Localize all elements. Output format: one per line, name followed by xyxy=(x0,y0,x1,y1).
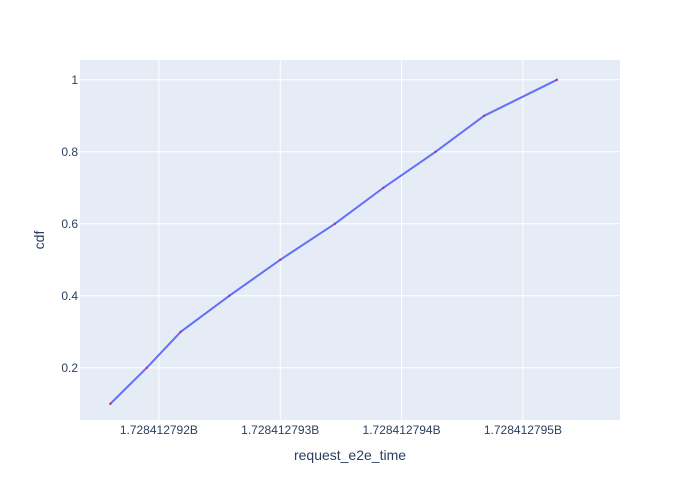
y-tick-label: 0.8 xyxy=(61,145,78,159)
data-point xyxy=(179,330,182,333)
series-layer xyxy=(109,78,559,405)
x-axis-tick-labels: 1.728412792B 1.728412793B 1.728412794B 1.72… xyxy=(120,423,562,437)
y-tick-label: 1 xyxy=(71,73,78,87)
x-gridlines xyxy=(158,60,524,420)
data-point xyxy=(109,402,112,405)
y-gridlines xyxy=(80,79,620,369)
data-point xyxy=(434,150,437,153)
y-axis-title: cdf xyxy=(31,231,47,250)
y-tick-label: 0.2 xyxy=(61,361,78,375)
x-tick-label: 1.728412792B xyxy=(120,423,198,437)
x-axis-title: request_e2e_time xyxy=(294,447,406,463)
data-point xyxy=(333,222,337,225)
data-point xyxy=(228,294,231,297)
data-point xyxy=(482,114,486,118)
cdf-series-line xyxy=(109,78,558,405)
y-axis-tick-labels: 0.2 0.4 0.6 0.8 1 xyxy=(61,73,78,375)
plot-area-background xyxy=(80,60,620,420)
x-tick-label: 1.728412794B xyxy=(363,423,441,437)
x-tick-label: 1.728412793B xyxy=(241,423,319,437)
data-point xyxy=(382,186,385,189)
data-point xyxy=(555,78,559,82)
x-tick-label: 1.728412795B xyxy=(484,423,562,437)
data-point xyxy=(145,366,148,369)
y-tick-label: 0.6 xyxy=(61,217,78,231)
data-point xyxy=(279,258,282,261)
y-tick-label: 0.4 xyxy=(61,289,78,303)
